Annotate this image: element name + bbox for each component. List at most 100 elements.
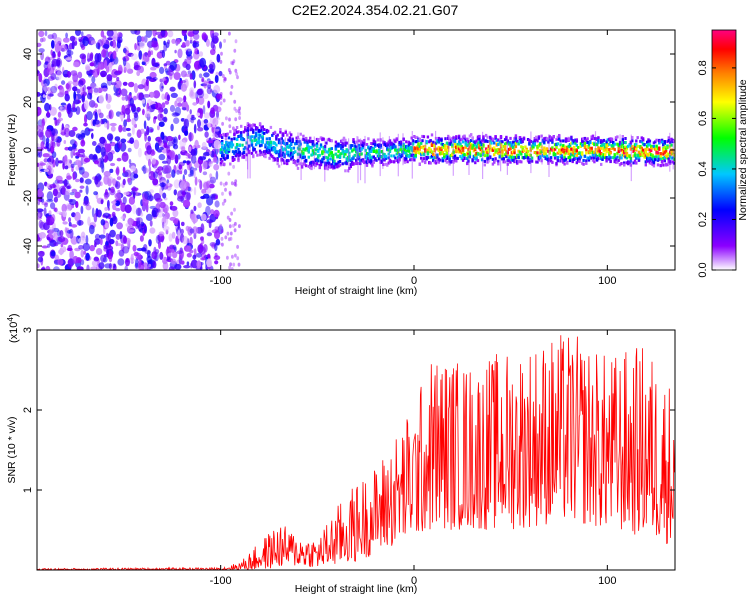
noise-blob [189, 109, 192, 115]
noise-blob [108, 110, 112, 119]
noise-blob [136, 129, 142, 139]
spectral-cell [560, 148, 564, 152]
spectral-cell [587, 143, 591, 147]
spectral-cell [600, 152, 603, 156]
noise-blob [113, 92, 121, 96]
noise-blob [61, 185, 66, 196]
spectral-cell [493, 160, 496, 164]
noise-blob [178, 134, 181, 140]
spectral-cell [284, 148, 287, 152]
spectral-cell [493, 153, 496, 157]
noise-blob [96, 209, 102, 218]
spectral-cell [507, 147, 511, 151]
noise-blob [56, 119, 61, 124]
spectral-cell [337, 144, 340, 148]
spectral-cell [461, 140, 465, 144]
spectral-cell [459, 155, 462, 158]
noise-blob [116, 157, 122, 162]
noise-blob [57, 160, 63, 164]
noise-blob [161, 85, 164, 89]
spectral-cell [628, 154, 631, 158]
spectral-cell [338, 155, 342, 159]
spectral-cell [586, 141, 589, 144]
spectral-cell [410, 148, 413, 152]
spectral-cell [440, 151, 443, 155]
noise-blob [193, 205, 197, 212]
noise-blob [63, 140, 67, 144]
noise-blob [218, 70, 223, 77]
spectral-cell [658, 155, 661, 159]
spectral-cell [398, 143, 401, 146]
spectral-cell [501, 157, 504, 161]
spectral-cell [664, 154, 668, 158]
spectral-cell [512, 158, 515, 162]
noise-blob [187, 70, 192, 75]
noise-blob [182, 160, 187, 164]
spectral-cell [666, 152, 669, 156]
spectral-cell [575, 156, 578, 160]
spectral-cell [656, 163, 660, 167]
spectral-cell [326, 160, 329, 164]
spectral-cell [242, 130, 246, 134]
spectral-cell [513, 137, 516, 141]
spectral-cell [560, 145, 564, 149]
spectral-cell [429, 139, 432, 143]
spectral-cell [341, 162, 344, 166]
noise-blob [65, 83, 70, 90]
noise-blob [179, 180, 187, 191]
spectral-cell [360, 140, 363, 144]
spectral-cell [350, 144, 354, 148]
spectral-cell [406, 153, 409, 157]
spectral-cell [252, 130, 255, 134]
noise-speckle [236, 244, 240, 249]
noise-blob [151, 40, 159, 48]
spectral-cell [311, 144, 315, 148]
noise-speckle [222, 182, 226, 187]
noise-blob [148, 239, 152, 247]
spectral-cell [671, 151, 675, 155]
spectral-cell [644, 155, 647, 159]
spectral-cell [395, 152, 398, 156]
spectral-cell [575, 139, 578, 143]
noise-blob [148, 172, 151, 177]
noise-blob [51, 213, 56, 223]
spectral-cell [559, 143, 562, 147]
spectral-cell [405, 140, 408, 144]
noise-blob [214, 252, 218, 258]
spectral-cell [237, 159, 240, 163]
spectral-cell [551, 160, 554, 164]
noise-speckle [219, 223, 223, 228]
noise-blob [125, 94, 129, 102]
spectral-cell [602, 138, 606, 142]
spectral-cell [309, 145, 312, 149]
noise-blob [78, 167, 83, 171]
spectral-cell [299, 162, 302, 166]
spectral-cell [525, 148, 528, 152]
colorbar-tick-label: 0.8 [697, 60, 709, 75]
noise-blob [111, 200, 117, 204]
spectral-cell [576, 157, 580, 161]
spectral-cell [589, 151, 592, 155]
spectral-cell [420, 145, 423, 149]
noise-blob [114, 79, 122, 89]
spectral-cell [545, 157, 549, 161]
spectral-cell [627, 161, 630, 165]
spectral-cell [560, 156, 564, 160]
noise-blob [188, 173, 192, 178]
spectral-cell [411, 139, 415, 143]
noise-blob [190, 209, 194, 214]
spectral-cell [300, 150, 304, 154]
spectral-cell [517, 156, 520, 159]
noise-blob [181, 145, 186, 153]
noise-speckle [234, 253, 237, 258]
spectral-cell [489, 142, 492, 146]
spectral-cell [413, 155, 416, 159]
noise-blob [106, 103, 111, 110]
noise-blob [214, 131, 221, 138]
noise-blob [179, 139, 187, 147]
spectral-cell [384, 154, 388, 158]
spectral-cell [521, 147, 524, 151]
noise-blob [144, 225, 147, 234]
noise-speckle [238, 116, 242, 120]
spectral-cell [258, 122, 262, 126]
